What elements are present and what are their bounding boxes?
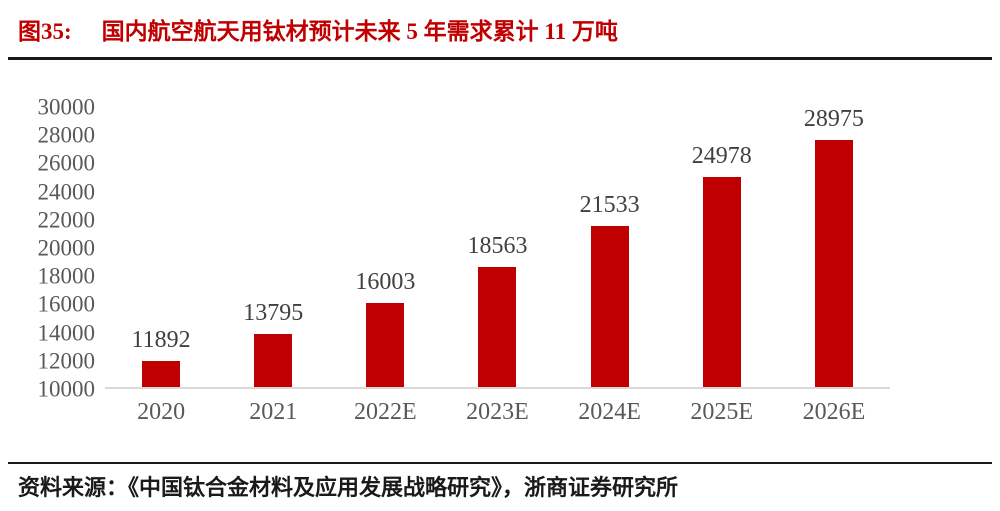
bar-value-label: 16003: [355, 268, 416, 295]
bar-value-label: 28975: [803, 106, 864, 132]
bar-value-label: 13795: [243, 299, 304, 326]
y-axis: 10000 12000 14000 16000 18000 20000 22000 24000…: [0, 96, 96, 401]
x-tick-label: 2023E: [466, 399, 529, 425]
bar: [142, 360, 181, 387]
bar: [590, 225, 629, 387]
x-tick-label: 2025E: [690, 399, 754, 425]
bar-column: 11892: [105, 107, 217, 387]
plot-area: 11892 13795 16003 18563 21533 24978 28975: [105, 107, 890, 389]
bar-column: 21533: [554, 107, 666, 387]
y-tick-label: 14000: [37, 320, 96, 346]
bar: [366, 302, 405, 387]
source-divider: [8, 462, 992, 464]
y-tick-label: 28000: [37, 122, 96, 148]
x-tick-label: 2020: [137, 399, 186, 425]
figure-number-label: 图35:: [18, 19, 72, 44]
bar: [814, 140, 853, 387]
x-tick-label: 2022E: [354, 399, 417, 425]
y-tick-label: 30000: [37, 94, 96, 120]
x-tick-label: 2026E: [802, 399, 866, 425]
bar: [254, 333, 293, 387]
bar: [478, 267, 517, 387]
y-tick-label: 12000: [37, 348, 96, 374]
y-tick-label: 22000: [37, 207, 96, 233]
bar-value-label: 24978: [691, 143, 752, 170]
bar-value-label: 21533: [579, 191, 640, 218]
y-tick-label: 10000: [37, 376, 96, 402]
bar-column: 24978: [666, 107, 778, 387]
bar-column: 28975: [778, 107, 890, 387]
bar-chart: 10000 12000 14000 16000 18000 20000 22000 24000…: [0, 96, 890, 424]
y-tick-label: 18000: [37, 263, 96, 289]
title-divider: [8, 57, 992, 60]
bar: [702, 177, 741, 387]
x-tick-label: 2024E: [578, 399, 641, 425]
y-tick-label: 20000: [37, 235, 96, 261]
bar-value-label: 11892: [131, 326, 191, 353]
bar-column: 18563: [441, 107, 553, 387]
bar-column: 13795: [217, 107, 329, 387]
x-axis: 2020 2021 2022E 2023E 2024E 2025E 2026E: [105, 400, 890, 424]
y-tick-label: 16000: [37, 291, 96, 317]
figure-title-text: 国内航空航天用钛材预计未来 5 年需求累计 11 万吨: [101, 19, 618, 44]
source-line: 资料来源：《中国钛合金材料及应用发展战略研究》，浙商证券研究所: [18, 475, 679, 500]
x-tick-label: 2021: [249, 399, 298, 425]
y-tick-label: 24000: [37, 179, 96, 205]
y-tick-label: 26000: [37, 150, 96, 176]
figure-title: 图35: 国内航空航天用钛材预计未来 5 年需求累计 11 万吨: [18, 19, 618, 45]
bar-column: 16003: [329, 107, 441, 387]
bar-value-label: 18563: [467, 233, 528, 260]
